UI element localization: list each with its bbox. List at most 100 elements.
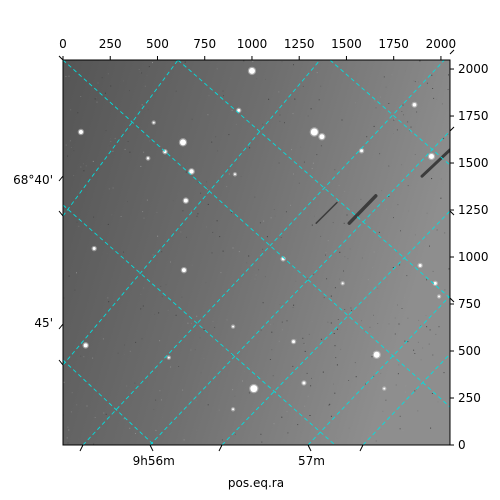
noise-speck xyxy=(270,323,272,325)
noise-speck xyxy=(67,212,69,214)
noise-speck xyxy=(420,359,422,361)
noise-speck xyxy=(370,332,372,334)
noise-speck xyxy=(329,403,331,405)
noise-speck xyxy=(216,220,218,222)
noise-speck xyxy=(383,76,385,78)
noise-speck xyxy=(426,326,428,328)
world-tick xyxy=(58,323,64,330)
noise-speck xyxy=(310,108,312,110)
noise-speck xyxy=(302,85,304,87)
noise-speck xyxy=(375,107,377,109)
noise-speck xyxy=(177,192,179,194)
noise-speck xyxy=(109,145,111,147)
noise-speck xyxy=(380,96,382,98)
noise-speck xyxy=(200,372,202,374)
noise-speck xyxy=(65,144,67,146)
noise-speck xyxy=(223,95,224,97)
x-tick-label: 750 xyxy=(193,37,216,51)
noise-speck xyxy=(214,326,216,328)
noise-speck xyxy=(77,112,79,114)
noise-speck xyxy=(330,295,332,297)
grid-line xyxy=(82,60,445,445)
star xyxy=(438,295,441,298)
noise-speck xyxy=(286,411,288,413)
noise-speck xyxy=(79,375,81,377)
star xyxy=(237,108,241,112)
noise-speck xyxy=(380,373,382,374)
noise-speck xyxy=(378,231,380,233)
noise-speck xyxy=(378,239,380,241)
noise-speck xyxy=(426,279,428,281)
noise-speck xyxy=(167,309,169,311)
noise-speck xyxy=(311,321,313,323)
noise-speck xyxy=(413,349,415,351)
top-pixel-axis: 0 250 500 750 1000 1250 1500 1750 2000 xyxy=(59,37,456,60)
noise-speck xyxy=(409,130,411,132)
noise-speck xyxy=(396,129,398,131)
x-tick-label: 0 xyxy=(59,37,67,51)
satellite-streak xyxy=(420,148,450,178)
noise-speck xyxy=(219,236,221,238)
noise-speck xyxy=(402,102,404,104)
noise-speck xyxy=(65,76,67,77)
noise-speck xyxy=(105,413,107,415)
noise-speck xyxy=(262,123,264,125)
noise-speck xyxy=(336,364,338,366)
world-tick xyxy=(449,49,455,55)
noise-speck xyxy=(408,210,410,212)
noise-speck xyxy=(350,307,352,309)
noise-speck xyxy=(86,405,88,407)
noise-speck xyxy=(343,222,345,224)
noise-speck xyxy=(397,304,398,306)
noise-speck xyxy=(238,251,240,253)
noise-speck xyxy=(339,278,341,280)
noise-speck xyxy=(399,264,401,266)
noise-speck xyxy=(361,257,363,259)
x-tick-label: 250 xyxy=(99,37,122,51)
noise-speck xyxy=(264,276,266,278)
noise-speck xyxy=(333,383,334,385)
noise-speck xyxy=(231,212,232,214)
noise-speck xyxy=(215,136,217,138)
world-tick xyxy=(218,444,223,452)
star xyxy=(167,356,170,359)
world-tick xyxy=(307,444,312,452)
noise-speck xyxy=(108,301,110,303)
noise-speck xyxy=(70,147,72,148)
noise-speck xyxy=(68,429,70,431)
noise-speck xyxy=(302,337,304,339)
noise-speck xyxy=(153,409,155,410)
noise-speck xyxy=(199,337,201,339)
world-tick xyxy=(449,210,455,216)
noise-speck xyxy=(348,380,350,381)
noise-speck xyxy=(327,321,329,323)
noise-speck xyxy=(371,356,373,358)
noise-speck xyxy=(426,278,428,280)
noise-speck xyxy=(138,69,140,70)
noise-speck xyxy=(402,429,404,431)
noise-speck xyxy=(160,285,162,287)
noise-speck xyxy=(279,120,281,122)
noise-speck xyxy=(76,221,78,223)
star xyxy=(341,282,344,285)
noise-speck xyxy=(430,427,432,429)
noise-speck xyxy=(101,77,103,79)
noise-speck xyxy=(160,145,162,147)
noise-speck xyxy=(76,404,78,406)
noise-speck xyxy=(418,81,419,83)
noise-speck xyxy=(378,130,379,132)
noise-speck xyxy=(93,443,95,445)
noise-speck xyxy=(110,140,112,142)
star xyxy=(433,281,437,285)
noise-speck xyxy=(211,252,213,254)
world-coordinate-axis: 9h56m 57m 68°40' 45' xyxy=(13,49,455,468)
noise-speck xyxy=(205,282,207,284)
noise-speck xyxy=(407,185,409,187)
noise-speck xyxy=(234,280,236,282)
noise-speck xyxy=(228,134,230,136)
noise-speck xyxy=(146,199,148,201)
noise-speck xyxy=(297,424,299,426)
noise-speck xyxy=(110,85,112,87)
noise-speck xyxy=(111,214,113,216)
noise-speck xyxy=(363,330,365,332)
